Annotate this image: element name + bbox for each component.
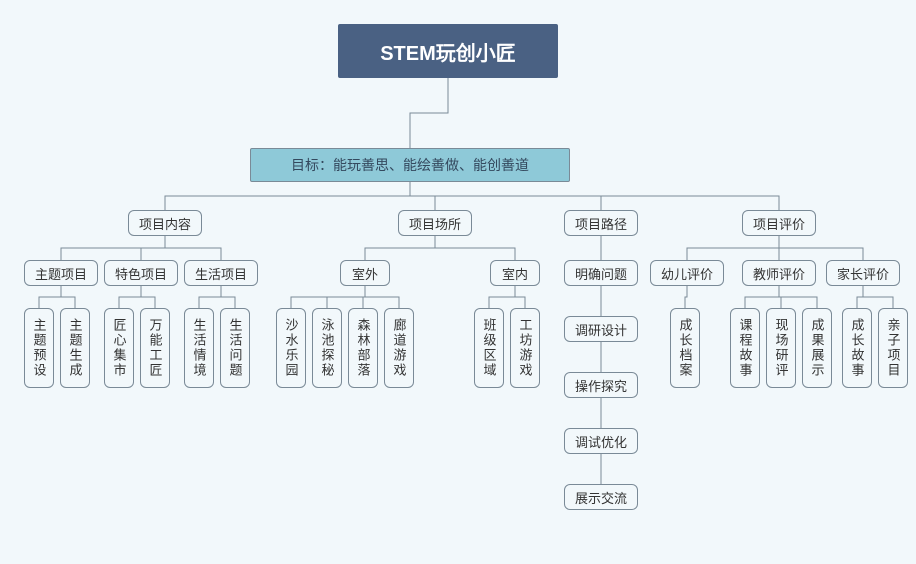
leaf-life-scene: 生活情境 [184,308,214,388]
path-debug: 调试优化 [564,428,638,454]
sub-indoor: 室内 [490,260,540,286]
branch-content: 项目内容 [128,210,202,236]
leaf-result-show: 成果展示 [802,308,832,388]
leaf-craft-market: 匠心集市 [104,308,134,388]
leaf-course-story: 课程故事 [730,308,760,388]
root-node: STEM玩创小匠 [338,24,558,78]
path-research: 调研设计 [564,316,638,342]
sub-parent: 家长评价 [826,260,900,286]
sub-life: 生活项目 [184,260,258,286]
sub-teacher: 教师评价 [742,260,816,286]
leaf-corridor: 廊道游戏 [384,308,414,388]
diagram-canvas: STEM玩创小匠目标：能玩善思、能绘善做、能创善道项目内容 项目场所 项目路径 项目评… [0,0,916,564]
sub-clarify: 明确问题 [564,260,638,286]
leaf-theme-preset: 主题预设 [24,308,54,388]
leaf-universal: 万能工匠 [140,308,170,388]
branch-place: 项目场所 [398,210,472,236]
leaf-forest: 森林部落 [348,308,378,388]
leaf-onsite-review: 现场研评 [766,308,796,388]
leaf-pool: 泳池探秘 [312,308,342,388]
leaf-parent-child: 亲子项目 [878,308,908,388]
sub-special: 特色项目 [104,260,178,286]
leaf-sandwater: 沙水乐园 [276,308,306,388]
goal-node: 目标：能玩善思、能绘善做、能创善道 [250,148,570,182]
sub-child: 幼儿评价 [650,260,724,286]
branch-eval: 项目评价 [742,210,816,236]
leaf-growth-file: 成长档案 [670,308,700,388]
leaf-classarea: 班级区域 [474,308,504,388]
sub-outdoor: 室外 [340,260,390,286]
leaf-theme-gen: 主题生成 [60,308,90,388]
leaf-life-problem: 生活问题 [220,308,250,388]
path-operate: 操作探究 [564,372,638,398]
leaf-growth-story: 成长故事 [842,308,872,388]
path-show: 展示交流 [564,484,638,510]
branch-path: 项目路径 [564,210,638,236]
sub-theme: 主题项目 [24,260,98,286]
leaf-workshop: 工坊游戏 [510,308,540,388]
